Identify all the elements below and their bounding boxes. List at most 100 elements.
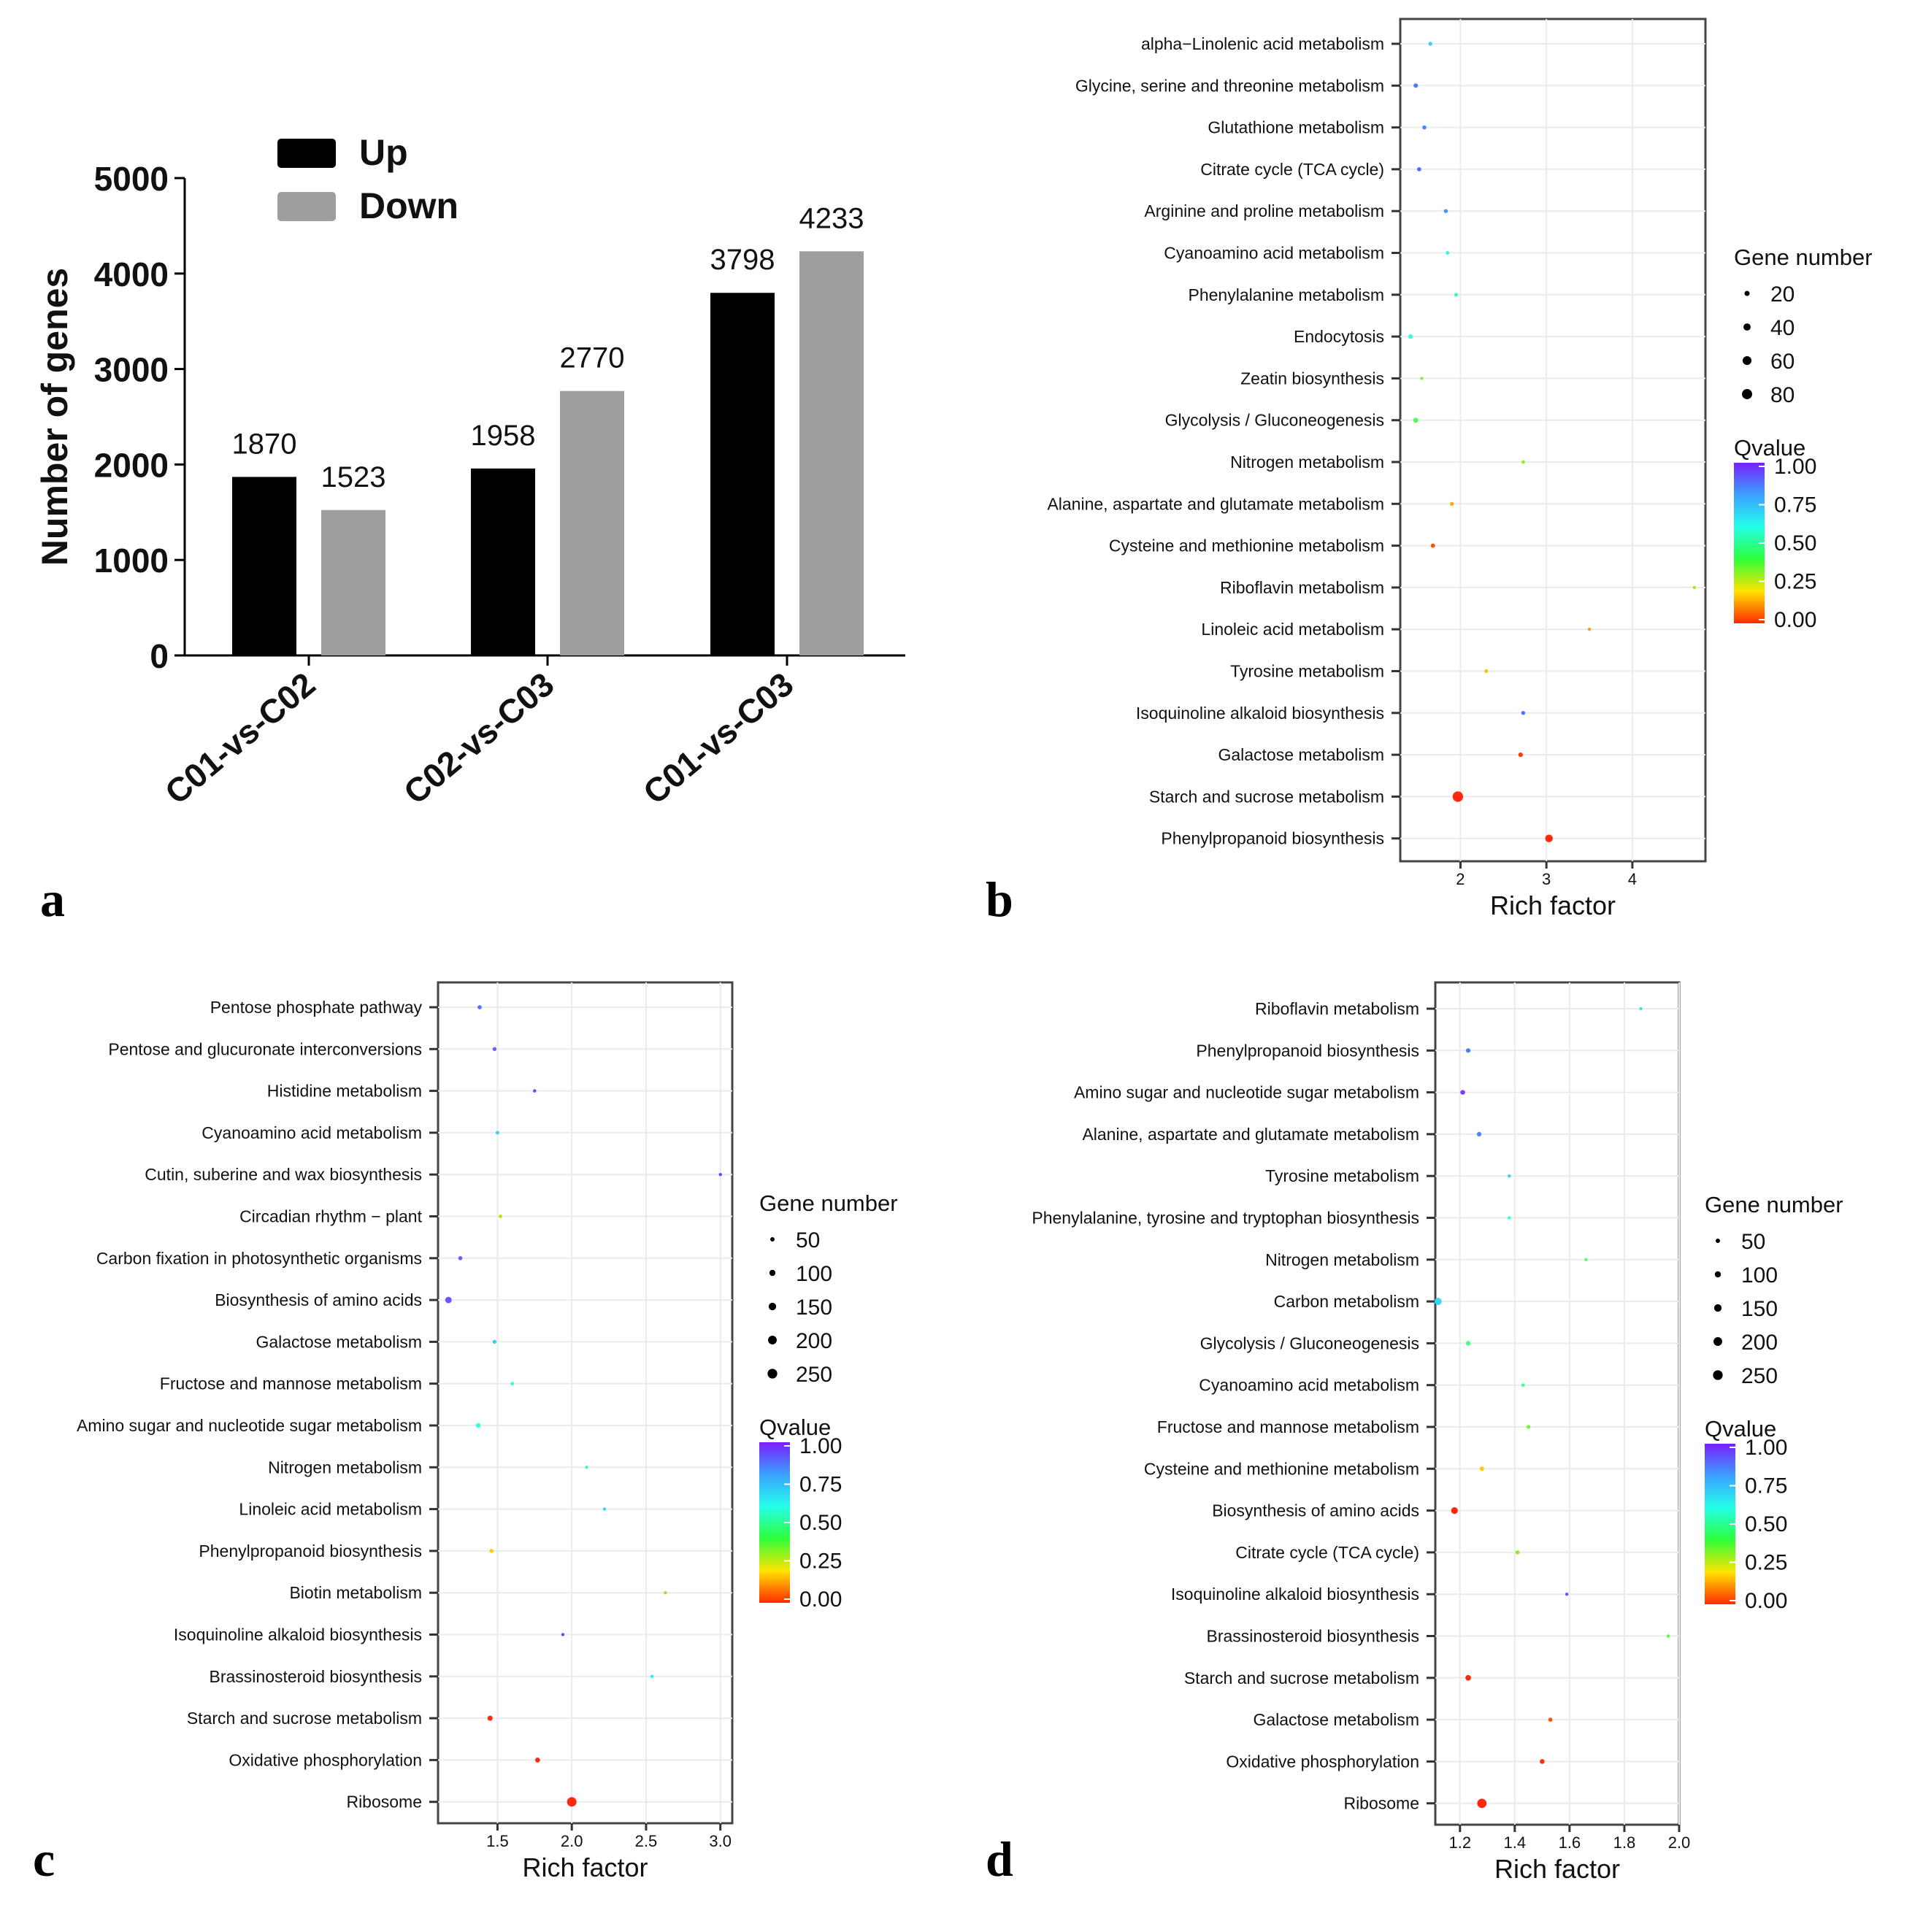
pathway-label: Biosynthesis of amino acids xyxy=(1212,1501,1419,1520)
pathway-label: Nitrogen metabolism xyxy=(1230,453,1384,472)
x-category-label: C02-vs-C03 xyxy=(396,665,561,812)
data-point-5 xyxy=(1443,209,1448,213)
size-legend-dot xyxy=(1713,1337,1722,1346)
size-legend-label: 50 xyxy=(1741,1230,1765,1254)
pathway-label: Glutathione metabolism xyxy=(1208,118,1384,137)
size-legend-dot xyxy=(1742,355,1752,366)
pathway-label: Starch and sucrose metabolism xyxy=(1184,1669,1419,1687)
data-point-16 xyxy=(1484,669,1489,673)
data-point-18 xyxy=(487,1715,493,1721)
pathway-label: Phenylpropanoid biosynthesis xyxy=(1161,829,1384,848)
data-point-15 xyxy=(664,1591,667,1595)
x-tick-label: 1.5 xyxy=(486,1832,509,1850)
pathway-label: Alanine, aspartate and glutamate metabol… xyxy=(1047,494,1384,513)
size-legend-label: 20 xyxy=(1770,282,1795,307)
pathway-label: Endocytosis xyxy=(1294,327,1384,346)
pathway-label: Isoquinoline alkaloid biosynthesis xyxy=(174,1625,422,1644)
panel-d-scatter-chart: Riboflavin metabolism Phenylpropanoid bio… xyxy=(1032,981,1843,1884)
pathway-label: Phenylpropanoid biosynthesis xyxy=(199,1542,422,1560)
colorbar-tick-label: 0.25 xyxy=(1745,1551,1787,1575)
pathway-label: Tyrosine metabolism xyxy=(1265,1166,1419,1185)
size-legend-dot xyxy=(1744,290,1750,296)
colorbar-tick-label: 0.75 xyxy=(1745,1474,1787,1498)
data-point-14 xyxy=(489,1549,494,1553)
colorbar-tick-label: 0.50 xyxy=(799,1511,842,1535)
bar-value-label: 1523 xyxy=(321,461,386,493)
pathway-label: Starch and sucrose metabolism xyxy=(1149,787,1384,806)
pathway-label: Pentose and glucuronate interconversions xyxy=(108,1039,422,1058)
colorbar-tick-label: 0.00 xyxy=(1745,1589,1787,1613)
pathway-label: Brassinosteroid biosynthesis xyxy=(1207,1627,1419,1646)
data-point-19 xyxy=(534,1758,540,1763)
x-tick-label: 1.4 xyxy=(1504,1833,1527,1852)
size-legend-dot xyxy=(1713,1304,1722,1312)
pathway-label: Citrate cycle (TCA cycle) xyxy=(1200,160,1384,179)
x-tick-label: 2 xyxy=(1456,870,1465,888)
data-point-8 xyxy=(445,1296,452,1304)
pathway-label: Isoquinoline alkaloid biosynthesis xyxy=(1171,1585,1419,1604)
data-point-17 xyxy=(650,1674,654,1678)
size-legend-dot xyxy=(768,1336,777,1344)
x-axis-title: Rich factor xyxy=(522,1852,648,1882)
data-point-10 xyxy=(1521,1383,1525,1387)
data-point-15 xyxy=(1587,627,1592,631)
colorbar-tick-label: 0.75 xyxy=(799,1473,842,1497)
colorbar-tick-label: 0.00 xyxy=(1774,608,1816,632)
qvalue-legend-title: Qvalue xyxy=(1705,1416,1776,1442)
y-axis-title: Number of genes xyxy=(34,268,75,566)
plot-panel xyxy=(437,981,734,1825)
pathway-label: Riboflavin metabolism xyxy=(1220,578,1384,597)
colorbar-tick-label: 0.25 xyxy=(1774,570,1816,594)
data-point-2 xyxy=(1413,83,1419,88)
size-legend-dot xyxy=(770,1237,775,1242)
x-tick-label: 2.5 xyxy=(635,1832,658,1850)
pathway-label: Fructose and mannose metabolism xyxy=(1157,1417,1419,1436)
pathway-label: Zeatin biosynthesis xyxy=(1240,369,1384,388)
data-point-16 xyxy=(561,1633,565,1636)
size-legend-label: 100 xyxy=(796,1262,832,1286)
size-legend-label: 200 xyxy=(796,1329,832,1353)
size-legend-label: 40 xyxy=(1770,316,1795,340)
data-point-9 xyxy=(1420,377,1424,380)
bar-value-label: 3798 xyxy=(710,244,775,276)
pathway-label: Oxidative phosphorylation xyxy=(229,1750,422,1769)
data-point-9 xyxy=(1465,1341,1471,1346)
pathway-label: Nitrogen metabolism xyxy=(268,1458,422,1477)
pathway-label: Biosynthesis of amino acids xyxy=(215,1290,422,1309)
size-legend-dot xyxy=(1714,1271,1722,1278)
size-legend-dot xyxy=(769,1269,776,1277)
legend-label-down: Down xyxy=(359,185,458,226)
size-legend-title: Gene number xyxy=(1734,245,1873,270)
panel-label-a: a xyxy=(40,871,65,927)
pathway-label: Isoquinoline alkaloid biosynthesis xyxy=(1136,704,1384,723)
pathway-label: Carbon metabolism xyxy=(1274,1292,1419,1311)
pathway-label: Arginine and proline metabolism xyxy=(1144,201,1384,220)
data-point-12 xyxy=(1449,501,1454,506)
pathway-label: Phenylalanine metabolism xyxy=(1189,285,1385,304)
size-legend-dot xyxy=(1716,1239,1720,1243)
size-legend-dot xyxy=(1713,1370,1723,1380)
pathway-label: Glycolysis / Gluconeogenesis xyxy=(1200,1333,1419,1352)
size-legend-label: 60 xyxy=(1770,350,1795,374)
bar-value-label: 2770 xyxy=(560,342,625,374)
y-tick-label: 2000 xyxy=(94,446,169,484)
data-point-18 xyxy=(1548,1717,1553,1722)
bar-value-label: 4233 xyxy=(799,202,864,234)
pathway-label: Ribosome xyxy=(346,1793,422,1812)
size-legend-label: 100 xyxy=(1741,1263,1778,1288)
x-axis-title: Rich factor xyxy=(1494,1854,1620,1884)
panel-label-b: b xyxy=(986,871,1013,927)
pathway-label: Linoleic acid metabolism xyxy=(239,1500,422,1519)
data-point-3 xyxy=(1460,1090,1465,1095)
pathway-label: Riboflavin metabolism xyxy=(1255,999,1419,1018)
size-legend-title: Gene number xyxy=(1705,1192,1843,1217)
size-legend-dot xyxy=(1742,389,1752,399)
size-legend-title: Gene number xyxy=(759,1190,898,1216)
pathway-label: Brassinosteroid biosynthesis xyxy=(210,1667,422,1686)
bar-down-c02-vs-c03 xyxy=(560,390,624,655)
data-point-1 xyxy=(1639,1007,1643,1011)
pathway-label: Cysteine and methionine metabolism xyxy=(1144,1459,1419,1478)
pathway-label: Phenylalanine, tyrosine and tryptophan b… xyxy=(1032,1209,1419,1228)
pathway-label: Fructose and mannose metabolism xyxy=(160,1374,422,1393)
size-legend-label: 200 xyxy=(1741,1331,1778,1355)
